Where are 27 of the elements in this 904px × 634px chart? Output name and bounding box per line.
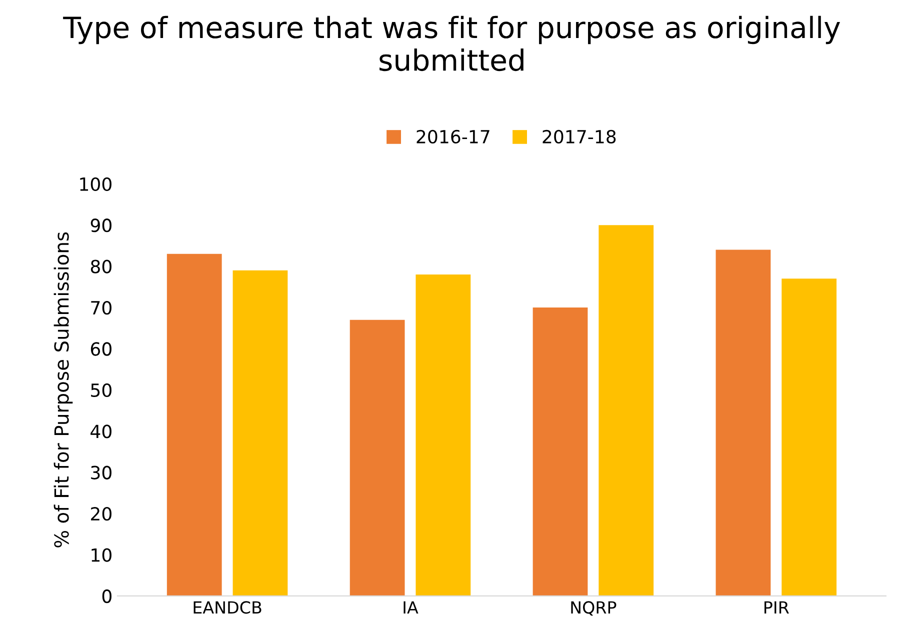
- y-tick-label: 30: [91, 466, 112, 480]
- legend-label: 2016-17: [416, 130, 490, 144]
- y-tick-label: 10: [92, 548, 112, 562]
- y-tick-label: 80: [90, 260, 112, 274]
- chart-title: Type of measure that was fit for purpose as originally submitted: [63, 16, 840, 72]
- y-tick-label: 50: [91, 383, 112, 398]
- y-tick-label: 100: [80, 177, 112, 191]
- bar: [416, 274, 471, 596]
- y-tick-label: 70: [91, 300, 112, 315]
- bar: [598, 225, 654, 596]
- y-tick-label: 90: [90, 218, 112, 232]
- y-tick-label: 0: [102, 589, 112, 604]
- bar: [350, 320, 405, 596]
- x-tick-label: NQRP: [571, 601, 616, 616]
- x-tick-label: EANDCB: [194, 601, 262, 614]
- x-tick-label: IA: [404, 601, 418, 614]
- bar: [716, 250, 771, 596]
- bar: [232, 270, 288, 596]
- legend-label: 2017-18: [542, 130, 616, 144]
- y-axis-title: % of Fit for Purpose Submissions: [54, 232, 73, 548]
- y-tick-label: 40: [90, 424, 112, 438]
- bar: [166, 254, 222, 596]
- y-tick-label: 20: [91, 507, 112, 521]
- y-tick-label: 60: [90, 342, 112, 356]
- x-tick-label: PIR: [764, 601, 789, 614]
- bar: [532, 307, 588, 596]
- bar: [782, 278, 837, 596]
